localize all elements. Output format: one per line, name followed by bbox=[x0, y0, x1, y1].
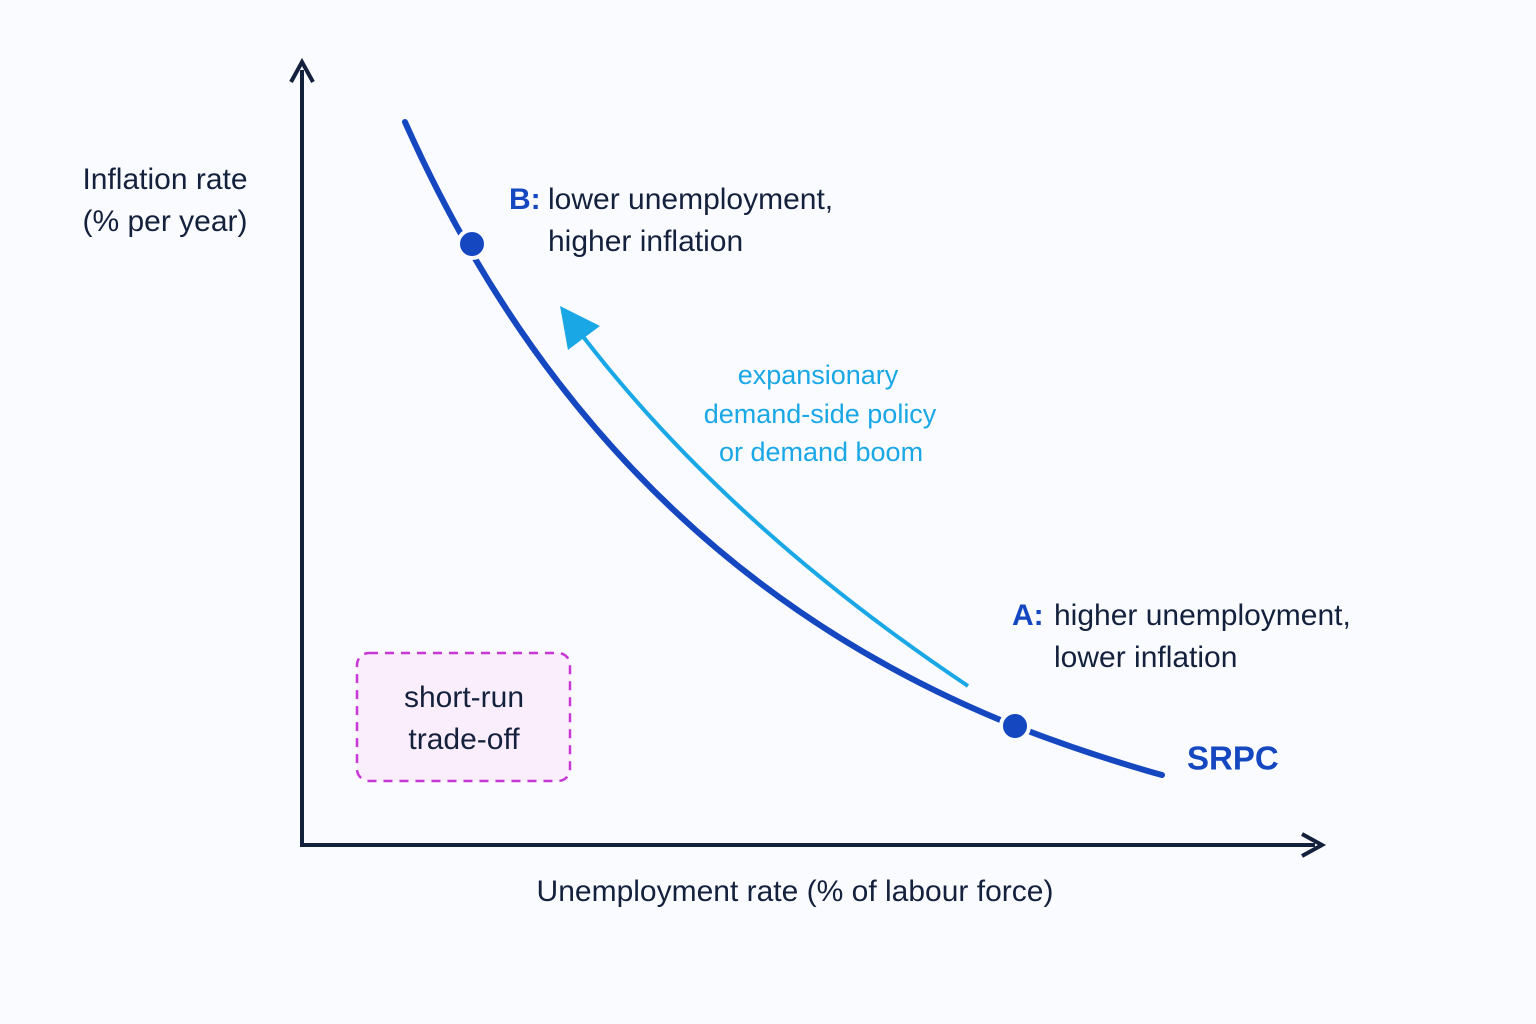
y-axis-label: (% per year) bbox=[82, 205, 247, 238]
srpc-curve bbox=[402, 119, 1165, 778]
x-axis-arrow bbox=[1301, 832, 1327, 858]
y-axis-arrow bbox=[289, 57, 315, 83]
movement-label: expansionary bbox=[738, 360, 899, 390]
movement-label: demand-side policy bbox=[704, 399, 937, 429]
point-text: higher inflation bbox=[548, 225, 743, 258]
note-box bbox=[355, 651, 572, 783]
point-a bbox=[999, 710, 1031, 742]
movement-arrow bbox=[560, 305, 970, 688]
note-text: trade-off bbox=[408, 723, 520, 756]
point-tag: A: bbox=[1012, 599, 1044, 632]
point-b bbox=[456, 228, 488, 260]
point-tag: B: bbox=[509, 183, 541, 216]
x-axis-label: Unemployment rate (% of labour force) bbox=[537, 875, 1054, 908]
curve-label: SRPC bbox=[1187, 740, 1279, 777]
y-axis-label: Inflation rate bbox=[82, 163, 247, 196]
note-text: short-run bbox=[404, 681, 524, 714]
point-text: higher unemployment, bbox=[1054, 599, 1351, 632]
movement-label: or demand boom bbox=[719, 437, 923, 467]
point-text: lower unemployment, bbox=[548, 183, 833, 216]
point-text: lower inflation bbox=[1054, 641, 1237, 674]
